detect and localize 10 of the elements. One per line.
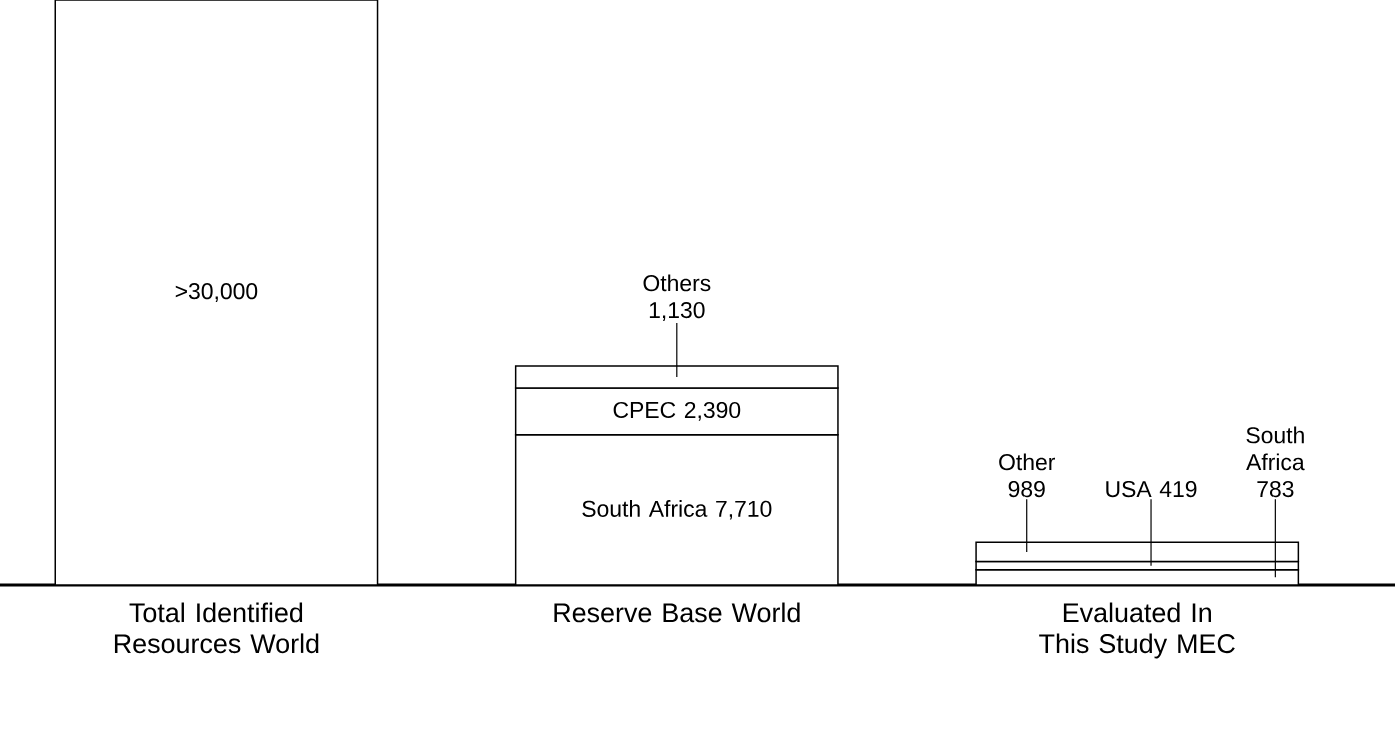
data-label: Others 1,130	[643, 274, 711, 321]
data-label: USA 419	[1106, 480, 1197, 498]
x-tick-label: Reserve Base World	[554, 602, 800, 623]
data-label: CPEC 2,390	[613, 401, 741, 421]
x-tick-label: Total Identified Resources World	[114, 602, 319, 654]
data-label: Other 989	[999, 453, 1055, 498]
x-tick-label: Evaluated In This Study MEC	[1039, 602, 1235, 659]
data-label: >30,000	[175, 283, 258, 302]
data-label: South Africa 7,710	[582, 500, 772, 520]
data-label: South Africa 783	[1246, 426, 1305, 498]
